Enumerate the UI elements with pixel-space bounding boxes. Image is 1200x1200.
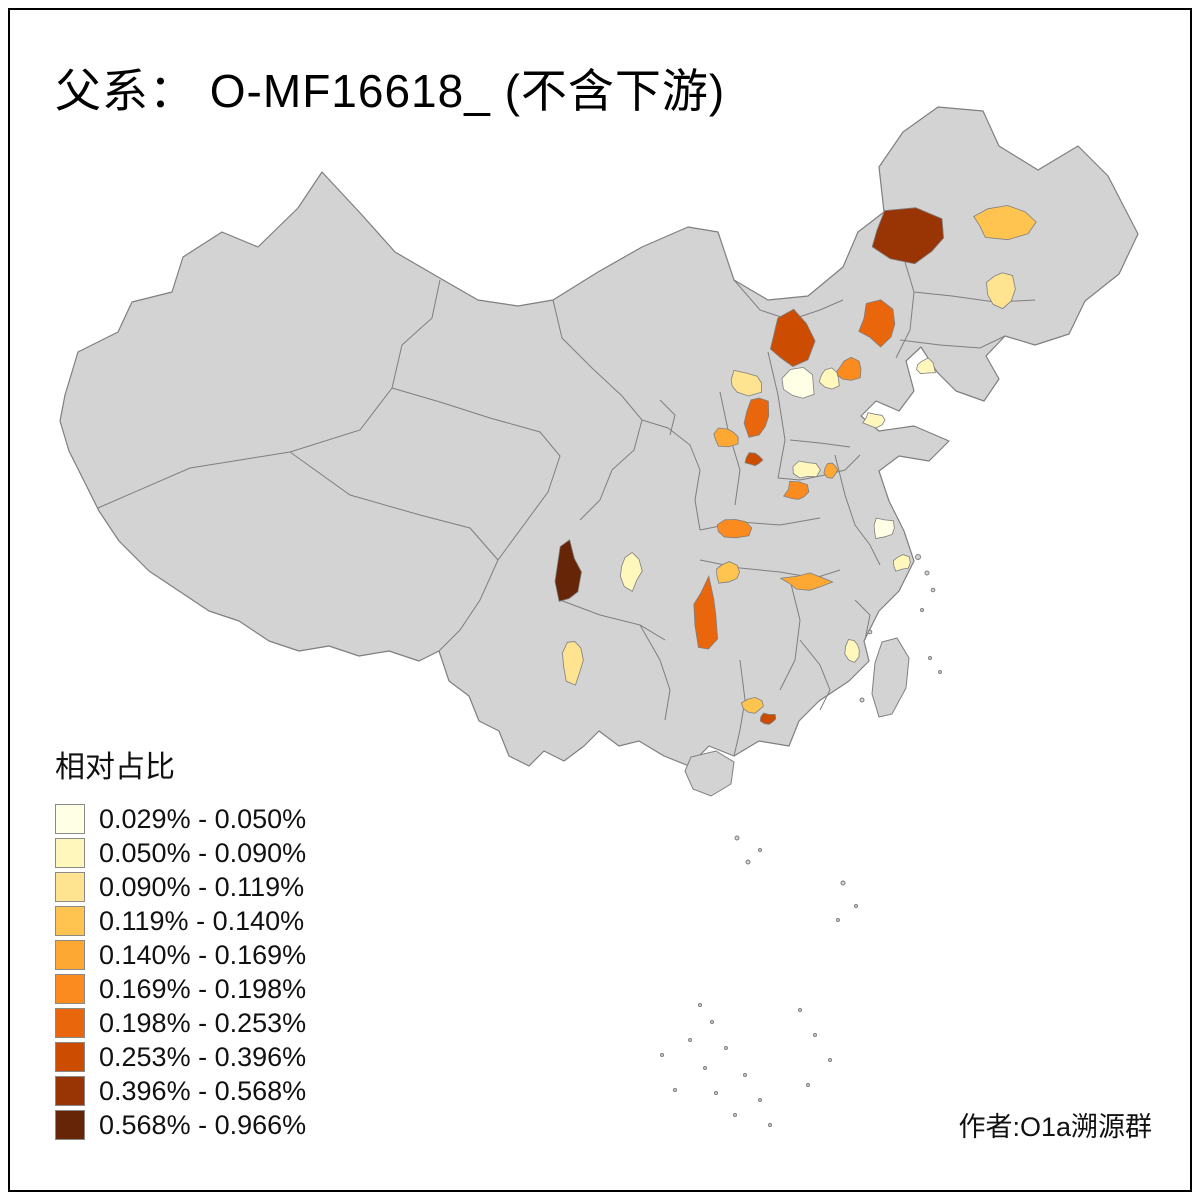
hainan-island bbox=[684, 750, 735, 797]
colored-region bbox=[916, 357, 936, 375]
legend-label: 0.029% - 0.050% bbox=[99, 803, 307, 834]
colored-region bbox=[858, 299, 896, 348]
legend-swatch bbox=[55, 1042, 85, 1072]
legend-label: 0.050% - 0.090% bbox=[99, 837, 307, 868]
legend-row: 0.253% - 0.396% bbox=[55, 1040, 306, 1074]
legend-label: 0.119% - 0.140% bbox=[99, 905, 305, 936]
colored-region bbox=[873, 517, 895, 539]
colored-region bbox=[783, 480, 810, 500]
legend-row: 0.140% - 0.169% bbox=[55, 938, 306, 972]
colored-region bbox=[716, 519, 753, 539]
legend-label: 0.396% - 0.568% bbox=[99, 1075, 307, 1106]
colored-region bbox=[744, 452, 764, 467]
attribution: 作者:O1a溯源群 bbox=[958, 1112, 1152, 1142]
colored-region bbox=[713, 427, 739, 448]
legend-row: 0.119% - 0.140% bbox=[55, 904, 306, 938]
colored-region bbox=[693, 574, 719, 650]
colored-region bbox=[985, 272, 1016, 310]
colored-region bbox=[743, 397, 770, 438]
legend-title: 相对占比 bbox=[55, 751, 175, 784]
colored-region bbox=[892, 554, 911, 572]
legend-rows: 0.029% - 0.050% 0.050% - 0.090% 0.090% - 0… bbox=[55, 802, 306, 1142]
legend-row: 0.396% - 0.568% bbox=[55, 1074, 306, 1108]
colored-region bbox=[862, 412, 886, 429]
colored-region bbox=[759, 712, 777, 725]
islands bbox=[684, 637, 910, 797]
legend-row: 0.050% - 0.090% bbox=[55, 836, 306, 870]
colored-region bbox=[781, 366, 815, 399]
colored-region bbox=[730, 369, 762, 397]
legend-label: 0.090% - 0.119% bbox=[99, 871, 305, 902]
legend-row: 0.568% - 0.966% bbox=[55, 1108, 306, 1142]
plot-title: 父系： O-MF16618_ (不含下游) bbox=[55, 65, 726, 117]
legend-swatch bbox=[55, 1008, 85, 1038]
legend-label: 0.253% - 0.396% bbox=[99, 1041, 307, 1072]
legend-label: 0.198% - 0.253% bbox=[99, 1007, 307, 1038]
legend-row: 0.198% - 0.253% bbox=[55, 1006, 306, 1040]
legend: 相对占比 0.029% - 0.050% 0.050% - 0.090% 0.090… bbox=[55, 742, 306, 1142]
legend-row: 0.090% - 0.119% bbox=[55, 870, 306, 904]
legend-swatch bbox=[55, 906, 85, 936]
colored-region bbox=[716, 561, 740, 584]
colored-region bbox=[844, 639, 860, 663]
colored-region bbox=[871, 207, 945, 265]
legend-label: 0.169% - 0.198% bbox=[99, 973, 307, 1004]
taiwan-island bbox=[871, 637, 910, 718]
colored-region bbox=[561, 641, 584, 686]
legend-swatch bbox=[55, 1110, 85, 1140]
legend-swatch bbox=[55, 838, 85, 868]
colored-region bbox=[779, 572, 834, 591]
colored-regions bbox=[554, 205, 1037, 725]
legend-swatch bbox=[55, 1076, 85, 1106]
colored-region bbox=[792, 460, 821, 479]
colored-region bbox=[740, 696, 764, 714]
legend-swatch bbox=[55, 804, 85, 834]
legend-label: 0.568% - 0.966% bbox=[99, 1109, 307, 1140]
legend-label: 0.140% - 0.169% bbox=[99, 939, 307, 970]
legend-swatch bbox=[55, 974, 85, 1004]
small-islands bbox=[660, 554, 942, 1127]
colored-region bbox=[769, 308, 816, 368]
colored-region bbox=[834, 356, 862, 381]
colored-region bbox=[619, 551, 643, 592]
legend-row: 0.169% - 0.198% bbox=[55, 972, 306, 1006]
colored-region bbox=[973, 205, 1037, 241]
province-borders bbox=[97, 211, 1036, 757]
legend-swatch bbox=[55, 872, 85, 902]
colored-region bbox=[554, 539, 582, 602]
colored-region bbox=[823, 462, 839, 479]
legend-row: 0.029% - 0.050% bbox=[55, 802, 306, 836]
colored-region bbox=[818, 367, 840, 390]
mainland-outline bbox=[59, 106, 1139, 767]
legend-swatch bbox=[55, 940, 85, 970]
